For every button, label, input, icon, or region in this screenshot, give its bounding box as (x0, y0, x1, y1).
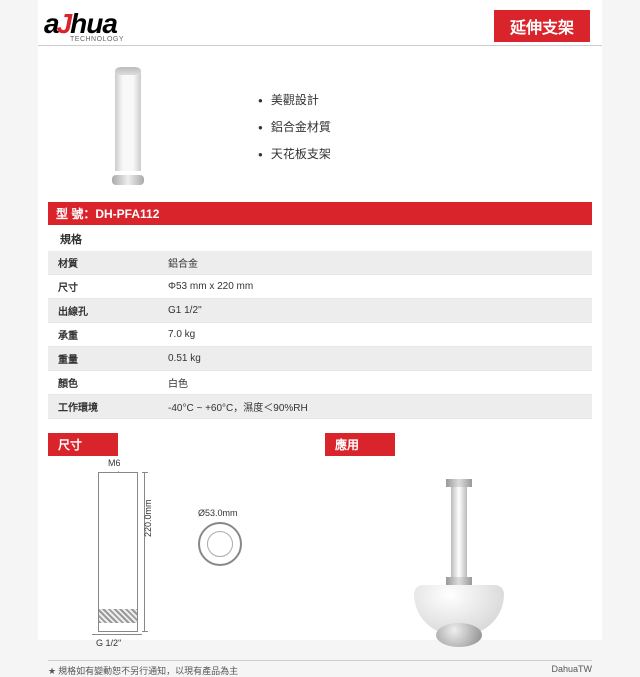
application-panel: 應用 (325, 433, 592, 652)
feature-item: 天花板支架 (258, 145, 331, 162)
title-banner: 延伸支架 (494, 10, 590, 42)
panels-row: 尺寸 M6 ↓ 220.0mm G 1/2'' Ø53.0mm 應用 (48, 433, 592, 652)
model-bar: 型 號：DH-PFA112 (48, 202, 592, 225)
table-row: 出線孔G1 1/2'' (48, 299, 592, 323)
spec-key: 尺寸 (48, 275, 158, 299)
feature-item: 鋁合金材質 (258, 118, 331, 135)
footer-brand: DahuaTW (551, 664, 592, 677)
dimensions-header: 尺寸 (48, 433, 118, 456)
footer-note: ★規格如有變動恕不另行通知，以現有產品為主 (48, 664, 238, 677)
thread-icon (99, 609, 137, 623)
application-header: 應用 (325, 433, 395, 456)
table-row: 工作環境-40°C ~ +60°C，濕度＜90%RH (48, 395, 592, 419)
table-row: 重量0.51 kg (48, 347, 592, 371)
dimension-drawing: M6 ↓ 220.0mm G 1/2'' Ø53.0mm (48, 462, 315, 652)
model-label: 型 號： (56, 207, 95, 221)
spec-val: 7.0 kg (158, 323, 592, 347)
spec-key: 承重 (48, 323, 158, 347)
feature-item: 美觀設計 (258, 91, 331, 108)
spec-key: 工作環境 (48, 395, 158, 419)
header-divider (38, 45, 602, 46)
star-icon: ★ (48, 666, 56, 676)
spec-val: -40°C ~ +60°C，濕度＜90%RH (158, 395, 592, 419)
logo-block: a J hua TECHNOLOGY (44, 8, 124, 43)
application-drawing (325, 462, 592, 652)
spec-table: 材質鋁合金 尺寸Φ53 mm x 220 mm 出線孔G1 1/2'' 承重7.… (48, 251, 592, 419)
model-value: DH-PFA112 (95, 207, 159, 221)
height-label: 220.0mm (143, 499, 153, 537)
table-row: 承重7.0 kg (48, 323, 592, 347)
table-row: 材質鋁合金 (48, 251, 592, 275)
spec-key: 出線孔 (48, 299, 158, 323)
footer: ★規格如有變動恕不另行通知，以現有產品為主 DahuaTW (48, 660, 592, 677)
spec-heading: 規格 (48, 227, 592, 251)
spec-key: 重量 (48, 347, 158, 371)
header: a J hua TECHNOLOGY 延伸支架 (38, 0, 602, 43)
datasheet-page: { "brand": { "name_part1": "a", "name_pa… (38, 0, 602, 640)
spec-key: 材質 (48, 251, 158, 275)
logo-subtext: TECHNOLOGY (70, 36, 124, 43)
cylinder-icon (115, 71, 141, 181)
diameter-label: Ø53.0mm (198, 508, 238, 518)
table-row: 顏色白色 (48, 371, 592, 395)
top-view-ring-icon (198, 522, 242, 566)
spec-val: 白色 (158, 371, 592, 395)
height-dim-line (144, 472, 145, 632)
width-dim-line (92, 634, 142, 635)
m6-label: M6 (108, 458, 121, 468)
dimensions-panel: 尺寸 M6 ↓ 220.0mm G 1/2'' Ø53.0mm (48, 433, 315, 652)
spec-val: Φ53 mm x 220 mm (158, 275, 592, 299)
hero-section: 美觀設計 鋁合金材質 天花板支架 (38, 52, 602, 202)
spec-val: 鋁合金 (158, 251, 592, 275)
feature-list: 美觀設計 鋁合金材質 天花板支架 (258, 81, 331, 172)
spec-val: 0.51 kg (158, 347, 592, 371)
footer-note-text: 規格如有變動恕不另行通知，以現有產品為主 (58, 666, 238, 676)
mounted-camera-icon (414, 479, 504, 635)
spec-key: 顏色 (48, 371, 158, 395)
front-view-icon (98, 472, 138, 632)
spec-val: G1 1/2'' (158, 299, 592, 323)
product-image (58, 56, 198, 196)
table-row: 尺寸Φ53 mm x 220 mm (48, 275, 592, 299)
